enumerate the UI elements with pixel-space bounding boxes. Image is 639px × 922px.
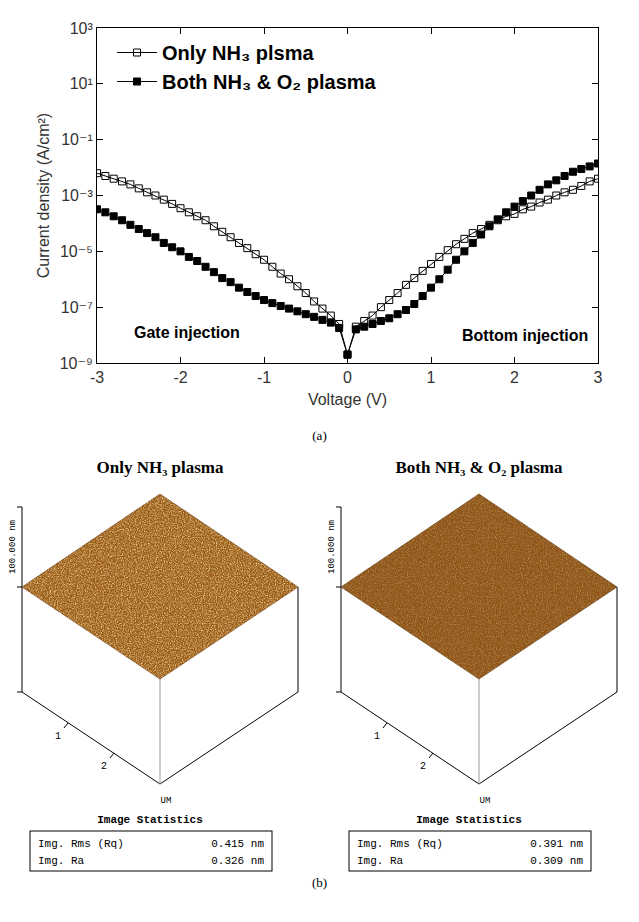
svg-text:Image Statistics: Image Statistics [97,814,203,826]
svg-text:Bottom injection: Bottom injection [462,327,588,344]
svg-text:1: 1 [374,731,380,742]
html-text:(b): (b) [311,875,328,890]
html-text:(a): (a) [312,428,327,443]
svg-text:0.415 nm: 0.415 nm [211,838,264,850]
svg-text:2: 2 [510,369,519,386]
svg-text:Img. Rms (Rq): Img. Rms (Rq) [38,838,124,850]
svg-text:10⁻¹: 10⁻¹ [61,131,93,148]
svg-text:10¹: 10¹ [70,75,93,92]
svg-text:1: 1 [55,731,61,742]
svg-text:Only NH₃ plsma: Only NH₃ plsma [162,42,314,64]
svg-text:0: 0 [343,369,352,386]
svg-text:Gate injection: Gate injection [134,324,240,341]
svg-text:Img. Rms (Rq): Img. Rms (Rq) [357,838,443,850]
svg-text:Image Statistics: Image Statistics [416,814,522,826]
svg-text:-2: -2 [173,369,187,386]
svg-text:10⁻³: 10⁻³ [61,187,93,204]
svg-text:10⁻⁵: 10⁻⁵ [60,243,93,260]
svg-text:Both NH₃ & O₂ plasma: Both NH₃ & O₂ plasma [396,458,563,477]
svg-text:0.309 nm: 0.309 nm [530,855,583,867]
svg-text:10⁻⁷: 10⁻⁷ [61,299,93,316]
svg-text:100.000 nm: 100.000 nm [327,520,337,574]
svg-text:-3: -3 [90,369,104,386]
svg-text:1: 1 [427,369,436,386]
svg-text:Img. Ra: Img. Ra [357,855,404,867]
svg-text:2: 2 [420,761,426,772]
svg-text:3: 3 [594,369,603,386]
svg-text:0.391 nm: 0.391 nm [530,838,583,850]
svg-text:UM: UM [480,796,491,806]
svg-text:100.000 nm: 100.000 nm [8,520,18,574]
svg-text:Only NH₃ plasma: Only NH₃ plasma [97,458,224,477]
svg-text:Img. Ra: Img. Ra [38,855,85,867]
svg-text:UM: UM [161,796,172,806]
svg-text:10³: 10³ [70,20,94,37]
svg-text:Voltage (V): Voltage (V) [308,391,387,408]
svg-text:-1: -1 [257,369,271,386]
svg-text:Current density (A/cm²): Current density (A/cm²) [35,113,52,278]
svg-text:Both NH₃ & O₂ plasma: Both NH₃ & O₂ plasma [162,71,377,93]
svg-text:2: 2 [101,761,107,772]
svg-text:10⁻⁹: 10⁻⁹ [60,355,93,372]
svg-text:0.326 nm: 0.326 nm [211,855,264,867]
